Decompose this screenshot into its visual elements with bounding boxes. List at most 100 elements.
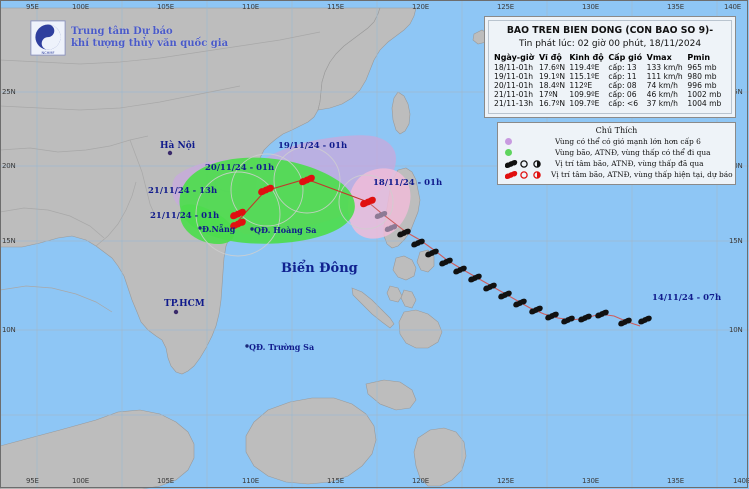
island-label-truong-sa: QĐ. Trường Sa [249, 342, 315, 352]
axis-lon-bottom-120e: 120E [412, 477, 429, 485]
forecast-table: Ngày-giờ Vĩ độ Kinh độ Cấp gió Vmax Pmin… [494, 53, 726, 108]
col-header-latitude: Vĩ độ [538, 53, 562, 62]
sea-label-bien-dong: Biển Đông [281, 261, 358, 276]
cell-pmin: 965 mb [687, 63, 717, 72]
cell-pmin: 1002 mb [687, 90, 722, 99]
cell-windlevel: cấp: 06 [608, 90, 637, 99]
col-header-vmax: Vmax [646, 53, 672, 62]
agency-name: Trung tâm Dự báo khí tượng thủy văn quốc… [71, 26, 228, 50]
cell-datetime: 19/11-01h [494, 72, 534, 81]
cell-latitude: 19.1ºN [538, 72, 566, 81]
col-header-longitude: Kinh độ [569, 53, 604, 62]
city-dot-truong-sa [245, 344, 249, 348]
panel-title: BAO TREN BIEN DONG (CON BAO SO 9)- [506, 25, 714, 36]
island-label-hoang-sa: QĐ. Hoàng Sa [254, 225, 317, 235]
axis-lon-bottom-100e: 100E [72, 477, 89, 485]
origin-label-14-11: 14/11/24 - 07h [652, 293, 722, 303]
cell-latitude: 17.6ºN [538, 63, 566, 72]
table-row: 21/11-13h 16.7ºN 109.7ºE cấp: <6 37 km/h… [494, 99, 726, 108]
axis-lon-top-115e: 115E [327, 3, 344, 11]
cell-vmax: 111 km/h [646, 72, 683, 81]
legend-label-gale-zone: Vùng có thể có gió mạnh lớn hơn cấp 6 [555, 137, 701, 146]
agency-name-line2: khí tượng thủy văn quốc gia [71, 38, 229, 49]
cell-pmin: 980 mb [687, 72, 717, 81]
axis-lon-bottom-140e: 140E [733, 477, 749, 485]
axis-lon-top-110e: 110E [242, 3, 259, 11]
agency-header: NCHMF Trung tâm Dự báo khí tượng thủy vă… [30, 20, 228, 56]
panay-island [386, 285, 403, 303]
cell-longitude: 109.9ºE [569, 90, 600, 99]
axis-lon-top-140e: 140E [724, 3, 741, 11]
cell-vmax: 74 km/h [646, 81, 678, 90]
axis-lat-left-10n: 10N [2, 326, 16, 334]
map-legend: Chú Thích Vùng có thể có gió mạnh lớn hơ… [497, 122, 736, 185]
axis-lon-bottom-125e: 125E [497, 477, 514, 485]
cell-longitude: 119.4ºE [569, 63, 600, 72]
cell-latitude: 17ºN [538, 90, 558, 99]
cell-longitude: 115.1ºE [569, 72, 600, 81]
cell-datetime: 21/11-13h [494, 99, 534, 108]
cell-pmin: 1004 mb [687, 99, 722, 108]
cell-windlevel: cấp: <6 [608, 99, 639, 108]
axis-lon-bottom-95e: 95E [26, 477, 39, 485]
axis-lon-bottom-130e: 130E [582, 477, 599, 485]
cell-windlevel: cấp: 13 [608, 63, 637, 72]
agency-name-line1: Trung tâm Dự báo [71, 26, 173, 37]
axis-lat-right-15n: 15N [729, 237, 743, 245]
forecast-label-21-11-01h: 21/11/24 - 01h [150, 211, 220, 221]
axis-lon-bottom-110e: 110E [242, 477, 259, 485]
cell-longitude: 109.7ºE [569, 99, 600, 108]
svg-text:NCHMF: NCHMF [41, 51, 54, 55]
legend-item-passage-zone: Vùng bão, ATNĐ, vùng thấp có thể đi qua [501, 147, 732, 158]
axis-lon-top-125e: 125E [497, 3, 514, 11]
col-header-windlevel: Cấp gió [608, 53, 643, 62]
storm-passage-zone-green-tail [180, 204, 234, 244]
red-storm-symbols-icon [501, 170, 547, 180]
cell-windlevel: cấp: 08 [608, 81, 637, 90]
legend-label-passage-zone: Vùng bão, ATNĐ, vùng thấp có thể đi qua [555, 148, 711, 157]
sabah-region [365, 379, 417, 411]
city-label-tp-hcm: TP.HCM [164, 299, 205, 309]
cell-longitude: 112ºE [569, 81, 593, 90]
axis-lon-top-95e: 95E [26, 3, 39, 11]
palawan-island [351, 287, 395, 329]
cell-latitude: 18.4ºN [538, 81, 566, 90]
axis-lon-top-100e: 100E [72, 3, 89, 11]
forecast-label-20-11: 20/11/24 - 01h [205, 163, 275, 173]
cell-datetime: 18/11-01h [494, 63, 534, 72]
panel-issue-time: Tin phát lúc: 02 giờ 00 phút, 18/11/2024 [518, 39, 702, 49]
city-dot-hoang-sa [250, 227, 254, 231]
axis-lat-left-25n: 25N [2, 88, 16, 96]
black-storm-symbols-icon [501, 159, 551, 169]
cell-vmax: 37 km/h [646, 99, 678, 108]
cell-latitude: 16.7ºN [538, 99, 566, 108]
mindanao-island [398, 309, 443, 349]
violet-dot-icon [501, 138, 551, 145]
axis-lon-top-105e: 105E [157, 3, 174, 11]
china-east-coast-landmass [317, 7, 417, 111]
legend-label-current-positions: Vị trí tâm bão, ATNĐ, vùng thấp hiện tại… [551, 170, 733, 179]
legend-item-gale-zone: Vùng có thể có gió mạnh lớn hơn cấp 6 [501, 136, 732, 147]
forecast-label-19-11: 19/11/24 - 01h [278, 141, 348, 151]
cell-datetime: 21/11-01h [494, 90, 534, 99]
legend-label-past-positions: Vị trí tâm bão, ATNĐ, vùng thấp đã qua [555, 159, 704, 168]
city-dot-da-nang [198, 226, 202, 230]
cell-vmax: 133 km/h [646, 63, 683, 72]
col-header-datetime: Ngày-giờ [494, 53, 535, 62]
legend-item-past-positions: Vị trí tâm bão, ATNĐ, vùng thấp đã qua [501, 158, 732, 169]
axis-lon-top-120e: 120E [412, 3, 429, 11]
axis-lat-left-15n: 15N [2, 237, 16, 245]
table-row: 19/11-01h 19.1ºN 115.1ºE cấp: 11 111 km/… [494, 72, 726, 81]
negros-island [400, 289, 417, 309]
city-dot-ha-noi [167, 150, 173, 156]
country-borders [0, 31, 321, 313]
current-label-18-11: 18/11/24 - 01h [373, 178, 443, 188]
sulawesi-island [413, 427, 467, 487]
forecast-uncertainty-circles [195, 146, 394, 257]
axis-lat-right-10n: 10N [729, 326, 743, 334]
legend-item-current-positions: Vị trí tâm bão, ATNĐ, vùng thấp hiện tại… [501, 169, 733, 180]
axis-lon-top-135e: 135E [667, 3, 684, 11]
axis-lon-bottom-105e: 105E [157, 477, 174, 485]
cell-windlevel: cấp: 11 [608, 72, 637, 81]
